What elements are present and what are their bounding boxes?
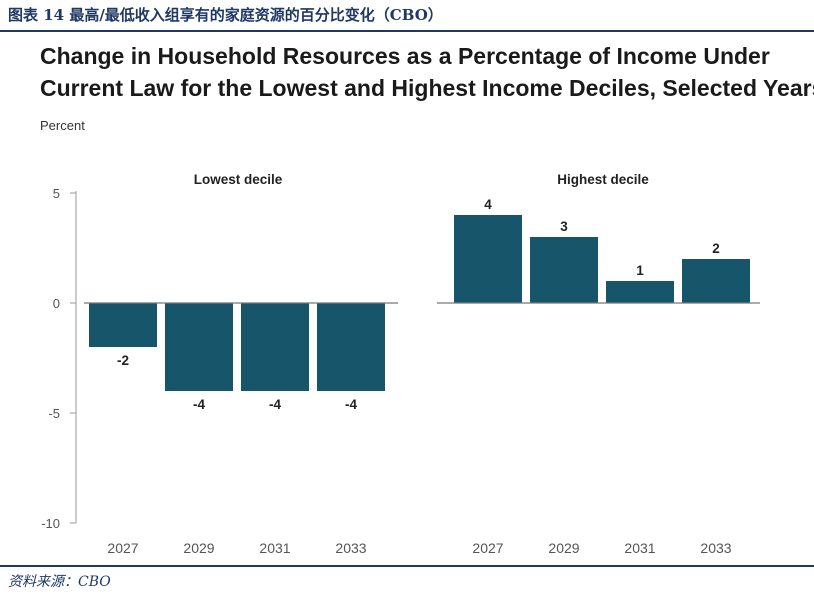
panel-title-0: Lowest decile: [194, 172, 283, 187]
data-label: -4: [269, 397, 281, 412]
chart-title: Change in Household Resources as a Perce…: [40, 40, 814, 104]
figure-caption: 图表 14 最高/最低收入组享有的家庭资源的百分比变化（CBO）: [8, 6, 443, 24]
chart-title-line-2: Current Law for the Lowest and Highest I…: [40, 75, 814, 101]
bar-2027: [454, 215, 522, 303]
y-tick-label: -5: [48, 406, 60, 421]
source-rule: [0, 565, 814, 567]
y-tick-label: -10: [41, 516, 60, 531]
x-tick-label: 2027: [472, 540, 503, 556]
bar-2027: [89, 303, 157, 347]
source-note: 资料来源：CBO: [8, 574, 111, 590]
x-tick-label: 2029: [183, 540, 214, 556]
data-label: -2: [117, 353, 129, 368]
bar-2033: [317, 303, 385, 391]
chart-title-line-1: Change in Household Resources as a Perce…: [40, 43, 770, 69]
data-label: 1: [636, 263, 644, 278]
y-tick-label: 5: [53, 186, 60, 201]
bar-2029: [530, 237, 598, 303]
data-label: -4: [345, 397, 357, 412]
data-label: -4: [193, 397, 205, 412]
x-tick-label: 2033: [335, 540, 366, 556]
data-label: 3: [560, 219, 568, 234]
bar-2031: [241, 303, 309, 391]
x-tick-label: 2031: [259, 540, 290, 556]
caption-rule: [0, 30, 814, 32]
bar-2031: [606, 281, 674, 303]
x-tick-label: 2033: [700, 540, 731, 556]
y-axis-unit-label: Percent: [40, 118, 85, 133]
bar-2029: [165, 303, 233, 391]
y-tick-label: 0: [53, 296, 60, 311]
data-label: 4: [484, 197, 492, 212]
x-tick-label: 2027: [107, 540, 138, 556]
x-tick-label: 2031: [624, 540, 655, 556]
bar-2033: [682, 259, 750, 303]
panel-title-1: Highest decile: [557, 172, 649, 187]
data-label: 2: [712, 241, 720, 256]
x-tick-label: 2029: [548, 540, 579, 556]
